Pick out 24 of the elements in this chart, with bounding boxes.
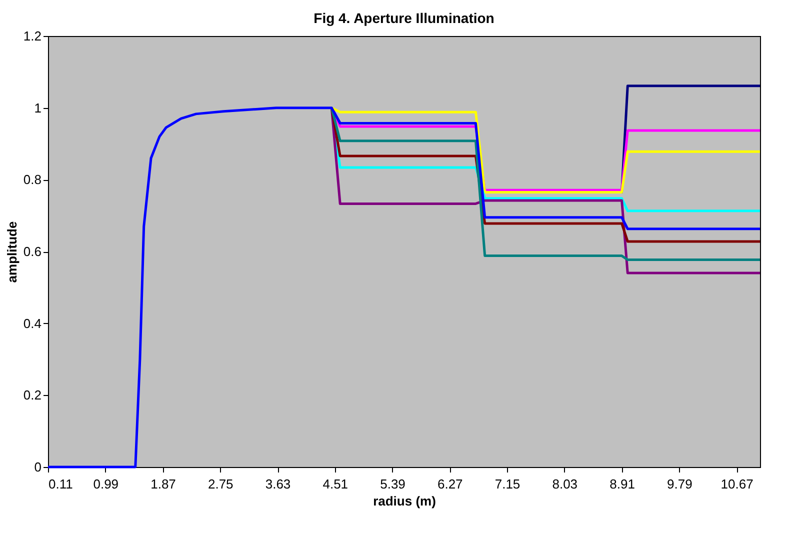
y-tick-label: 1.2 <box>23 28 42 44</box>
x-tick-label: 3.63 <box>265 476 291 492</box>
x-tick-label: 4.51 <box>322 476 348 492</box>
x-tick-label: 6.27 <box>437 476 463 492</box>
y-tick-label: 0.6 <box>23 244 42 259</box>
y-tick-label: 0.2 <box>23 388 42 403</box>
x-tick-label: 0.11 <box>48 476 73 492</box>
x-tick-label: 7.15 <box>494 476 520 492</box>
y-axis-title: amplitude <box>4 221 20 283</box>
line-series <box>46 106 762 468</box>
x-tick-label: 0.99 <box>93 476 119 492</box>
x-tick-label: 5.39 <box>380 476 406 492</box>
x-tick-label: 9.79 <box>666 476 692 492</box>
chart-title: Fig 4. Aperture Illumination <box>314 10 494 26</box>
y-tick-label: 0 <box>34 460 42 474</box>
x-tick-label: 2.75 <box>208 476 234 492</box>
y-tick-label: 1 <box>34 100 42 116</box>
x-tick-label: 1.87 <box>150 476 176 492</box>
x-tick-label: 8.91 <box>610 476 635 492</box>
y-tick-label: 0.8 <box>23 172 42 188</box>
x-axis-title: radius (m) <box>373 494 436 508</box>
y-tick-label: 0.4 <box>23 316 42 331</box>
x-tick-label: 10.67 <box>720 476 754 492</box>
x-tick-label: 8.03 <box>552 476 578 492</box>
